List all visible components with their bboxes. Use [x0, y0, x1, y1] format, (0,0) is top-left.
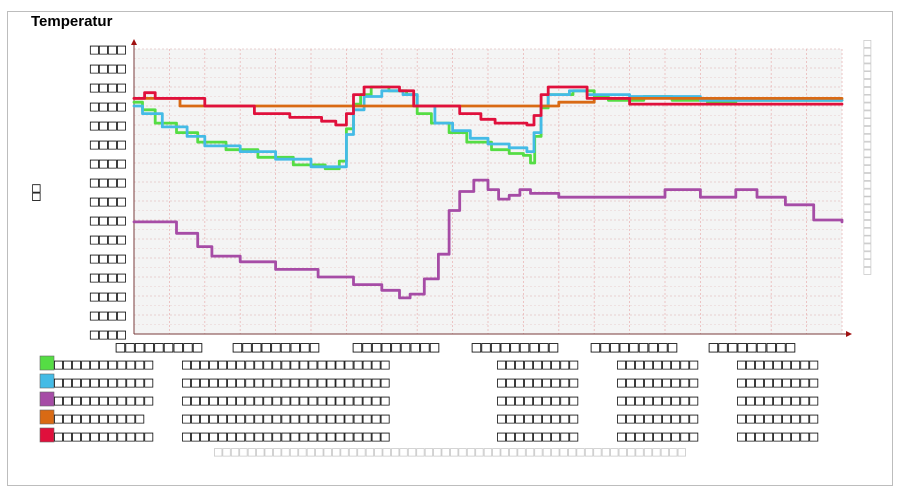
panel-title: Temperatur [28, 13, 116, 31]
legend-text: □□□□□□□□□ [737, 373, 818, 391]
legend-swatch [39, 355, 55, 371]
y-axis-arrow [131, 39, 137, 45]
series-line-5 [132, 85, 844, 127]
y-tick-label: □□□□ [90, 192, 126, 210]
legend-swatch [39, 373, 55, 389]
legend-text: □□□□□□□□□ [737, 391, 818, 409]
legend-text: □□□□□□□□□ [617, 409, 698, 427]
legend-text: □□□□□□□□□□□□□□□□□□□□□□□ [182, 427, 390, 445]
right-axis-label: □□□□□□□□□□□□□□□□□□□□□□□□□□□□□□ [860, 40, 875, 275]
y-tick-label: □□□□ [90, 154, 126, 172]
y-tick-label: □□□□ [90, 230, 126, 248]
legend-text: □□□□□□□□□ [617, 355, 698, 373]
legend-text: □□□□□□□□□□□ [54, 373, 153, 391]
legend-text: □□□□□□□□□□□□□□□□□□□□□□□ [182, 355, 390, 373]
y-axis-label: □□ [28, 184, 44, 201]
legend-text: □□□□□□□□□ [497, 355, 578, 373]
legend-text: □□□□□□□□□ [737, 355, 818, 373]
temperature-panel: Temperatur [7, 11, 893, 486]
legend-text: □□□□□□□□□ [617, 391, 698, 409]
y-tick-label: □□□□ [90, 59, 126, 77]
legend-text: □□□□□□□□□□□□□□□□□□□□□□□ [182, 373, 390, 391]
y-tick-label: □□□□ [90, 325, 126, 343]
y-tick-label: □□□□ [90, 40, 126, 58]
y-tick-label: □□□□ [90, 78, 126, 96]
x-tick-label: □□□□□□□□□ [709, 337, 796, 356]
legend-text: □□□□□□□□□ [737, 409, 818, 427]
legend-text: □□□□□□□□□ [617, 373, 698, 391]
y-tick-label: □□□□ [90, 135, 126, 153]
legend-text: □□□□□□□□□□□ [54, 427, 153, 445]
x-tick-label: □□□□□□□□□ [591, 337, 678, 356]
x-tick-label: □□□□□□□□□ [472, 337, 559, 356]
y-tick-label: □□□□ [90, 268, 126, 286]
legend-text: □□□□□□□□□ [737, 427, 818, 445]
legend-swatch [39, 391, 55, 407]
y-tick-label: □□□□ [90, 97, 126, 115]
y-tick-label: □□□□ [90, 249, 126, 267]
x-tick-label: □□□□□□□□□ [233, 337, 320, 356]
y-tick-label: □□□□ [90, 306, 126, 324]
legend-text: □□□□□□□□□□□□□□□□□□□□□□□ [182, 391, 390, 409]
legend-swatch [39, 409, 55, 425]
legend-swatch [39, 427, 55, 443]
legend-text: □□□□□□□□□□ [54, 409, 144, 427]
x-tick-label: □□□□□□□□□ [116, 337, 203, 356]
legend-text: □□□□□□□□□ [497, 373, 578, 391]
y-tick-label: □□□□ [90, 173, 126, 191]
legend-text: □□□□□□□□□□□□□□□□□□□□□□□ [182, 409, 390, 427]
y-tick-label: □□□□ [90, 211, 126, 229]
legend-text: □□□□□□□□□□□ [54, 355, 153, 373]
y-tick-label: □□□□ [90, 287, 126, 305]
legend-text: □□□□□□□□□□□ [54, 391, 153, 409]
chart-footer: □□□□□□□□□□□□□□□□□□□□□□□□□□□□□□□□□□□□□□□□… [214, 444, 687, 460]
x-axis-arrow [846, 331, 852, 337]
x-tick-label: □□□□□□□□□ [353, 337, 440, 356]
legend-text: □□□□□□□□□ [497, 427, 578, 445]
legend-text: □□□□□□□□□ [497, 391, 578, 409]
y-tick-label: □□□□ [90, 116, 126, 134]
legend-text: □□□□□□□□□ [497, 409, 578, 427]
legend-text: □□□□□□□□□ [617, 427, 698, 445]
series-line-3 [132, 178, 844, 300]
